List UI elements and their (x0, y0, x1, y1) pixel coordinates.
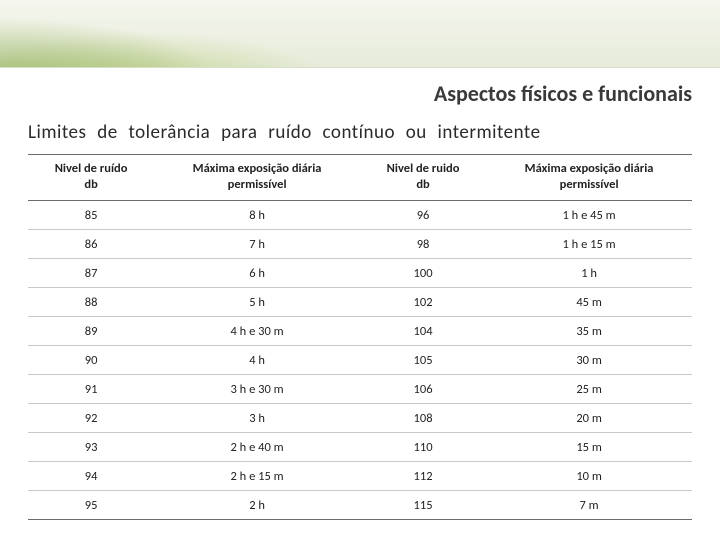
col-header-2-line2: db (416, 177, 429, 192)
table-cell: 92 (28, 404, 154, 433)
table-cell: 102 (360, 288, 486, 317)
table-cell: 20 m (486, 404, 692, 433)
decorative-banner (0, 0, 720, 68)
table-row: 904 h10530 m (28, 346, 692, 375)
col-header-1: Máxima exposição diária permissível (154, 155, 360, 201)
table-cell: 85 (28, 201, 154, 230)
table-cell: 91 (28, 375, 154, 404)
table-row: 876 h1001 h (28, 259, 692, 288)
table-row: 913 h e 30 m10625 m (28, 375, 692, 404)
table-cell: 3 h e 30 m (154, 375, 360, 404)
tolerance-table: Nivel de ruído db Máxima exposição diári… (28, 154, 692, 520)
col-header-0-line2: db (84, 177, 97, 192)
table-cell: 6 h (154, 259, 360, 288)
table-cell: 115 (360, 491, 486, 520)
table-cell: 95 (28, 491, 154, 520)
table-row: 923 h10820 m (28, 404, 692, 433)
table-cell: 15 m (486, 433, 692, 462)
col-header-0: Nivel de ruído db (28, 155, 154, 201)
table-cell: 2 h e 15 m (154, 462, 360, 491)
table-cell: 10 m (486, 462, 692, 491)
slide-content: Aspectos físicos e funcionais Limites de… (0, 68, 720, 520)
col-header-2: Nivel de ruido db (360, 155, 486, 201)
table-cell: 90 (28, 346, 154, 375)
page-title: Aspectos físicos e funcionais (28, 80, 692, 107)
table-header-row: Nivel de ruído db Máxima exposição diári… (28, 155, 692, 201)
table-cell: 30 m (486, 346, 692, 375)
table-cell: 106 (360, 375, 486, 404)
table-cell: 3 h (154, 404, 360, 433)
table-cell: 94 (28, 462, 154, 491)
col-header-3-line2: permissível (560, 177, 619, 192)
table-cell: 4 h e 30 m (154, 317, 360, 346)
table-cell: 2 h e 40 m (154, 433, 360, 462)
table-body: 858 h961 h e 45 m867 h981 h e 15 m876 h1… (28, 201, 692, 520)
table-row: 858 h961 h e 45 m (28, 201, 692, 230)
col-header-1-line2: permissível (228, 177, 287, 192)
table-cell: 89 (28, 317, 154, 346)
table-row: 942 h e 15 m11210 m (28, 462, 692, 491)
table-cell: 4 h (154, 346, 360, 375)
table-row: 932 h e 40 m11015 m (28, 433, 692, 462)
col-header-1-line1: Máxima exposição diária (193, 161, 322, 176)
table-cell: 112 (360, 462, 486, 491)
table-cell: 1 h (486, 259, 692, 288)
page-subtitle: Limites de tolerância para ruído contínu… (28, 121, 692, 144)
table-cell: 88 (28, 288, 154, 317)
col-header-3-line1: Máxima exposição diária (525, 161, 654, 176)
table-row: 867 h981 h e 15 m (28, 230, 692, 259)
table-cell: 1 h e 15 m (486, 230, 692, 259)
table-cell: 104 (360, 317, 486, 346)
table-cell: 45 m (486, 288, 692, 317)
table-cell: 5 h (154, 288, 360, 317)
table-row: 952 h1157 m (28, 491, 692, 520)
table-cell: 1 h e 45 m (486, 201, 692, 230)
table-cell: 25 m (486, 375, 692, 404)
table-cell: 8 h (154, 201, 360, 230)
table-cell: 35 m (486, 317, 692, 346)
table-cell: 96 (360, 201, 486, 230)
table-cell: 93 (28, 433, 154, 462)
table-cell: 7 h (154, 230, 360, 259)
table-cell: 108 (360, 404, 486, 433)
table-row: 894 h e 30 m10435 m (28, 317, 692, 346)
col-header-0-line1: Nivel de ruído (55, 161, 128, 176)
col-header-2-line1: Nivel de ruido (387, 161, 460, 176)
table-cell: 105 (360, 346, 486, 375)
table-cell: 7 m (486, 491, 692, 520)
table-cell: 2 h (154, 491, 360, 520)
table-cell: 100 (360, 259, 486, 288)
table-row: 885 h10245 m (28, 288, 692, 317)
table-cell: 86 (28, 230, 154, 259)
table-cell: 87 (28, 259, 154, 288)
col-header-3: Máxima exposição diária permissível (486, 155, 692, 201)
table-cell: 110 (360, 433, 486, 462)
table-cell: 98 (360, 230, 486, 259)
